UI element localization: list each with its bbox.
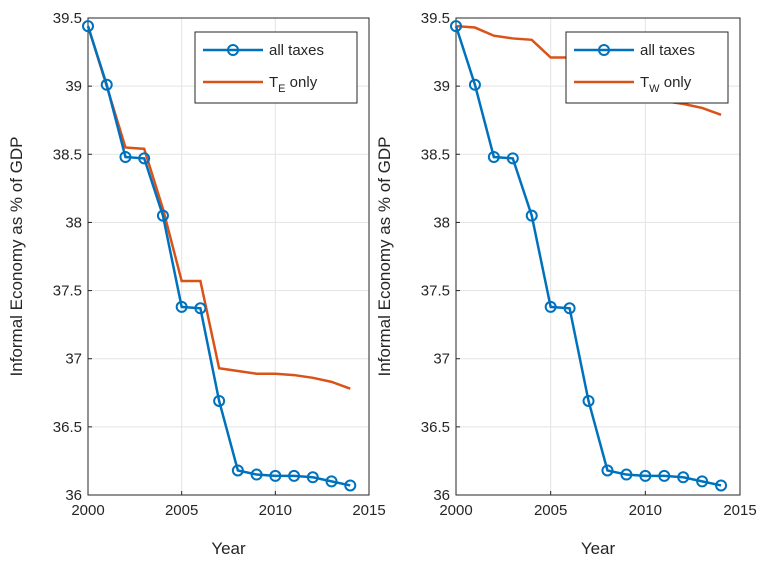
- legend-label: TW only: [640, 74, 692, 95]
- legend-box: [194, 31, 358, 104]
- y-tick-label: 37: [433, 351, 450, 368]
- data-point: [544, 300, 557, 313]
- x-tick-label: 2005: [534, 502, 567, 519]
- series-line: [86, 25, 351, 390]
- x-tick-label: 2005: [165, 502, 198, 519]
- x-axis-label: Year: [581, 539, 616, 558]
- axes-box: [87, 17, 370, 496]
- series-line: [86, 25, 351, 487]
- data-point: [231, 464, 244, 477]
- data-point: [506, 152, 519, 165]
- legend-marker: [227, 44, 239, 56]
- data-point: [468, 78, 481, 91]
- data-point: [194, 302, 207, 315]
- data-point: [100, 78, 113, 91]
- x-axis-label: Year: [211, 539, 246, 558]
- data-point: [119, 151, 132, 164]
- axes-box: [455, 17, 741, 496]
- y-tick-label: 37.5: [53, 283, 82, 300]
- y-tick-label: 37.5: [421, 283, 450, 300]
- x-tick-label: 2015: [352, 502, 385, 519]
- legend-marker: [598, 44, 610, 56]
- y-tick-label: 36.5: [53, 419, 82, 436]
- series-line: [454, 25, 722, 487]
- data-point: [450, 20, 462, 33]
- x-tick-label: 2010: [629, 502, 662, 519]
- y-axis-label: Informal Economy as % of GDP: [7, 137, 26, 377]
- data-point: [213, 394, 226, 407]
- y-tick-label: 36: [65, 487, 82, 504]
- data-point: [156, 209, 169, 222]
- data-point: [138, 152, 151, 165]
- y-axis-label: Informal Economy as % of GDP: [375, 137, 394, 377]
- legend-label: all taxes: [640, 42, 695, 59]
- y-tick-label: 39.5: [53, 10, 82, 27]
- y-tick-label: 38.5: [421, 146, 450, 163]
- legend-label: TE only: [269, 74, 318, 95]
- y-tick-label: 39: [433, 78, 450, 95]
- data-point: [620, 468, 633, 481]
- data-point: [250, 468, 263, 481]
- data-point: [582, 394, 595, 407]
- y-tick-label: 39.5: [421, 10, 450, 27]
- legend-box: [565, 31, 729, 104]
- data-point: [563, 302, 576, 315]
- y-tick-label: 38: [433, 214, 450, 231]
- data-point: [325, 475, 338, 488]
- x-tick-label: 2010: [259, 502, 292, 519]
- data-point: [82, 20, 94, 33]
- data-point: [288, 469, 301, 482]
- y-tick-label: 37: [65, 351, 82, 368]
- data-point: [601, 464, 614, 477]
- data-point: [175, 300, 188, 313]
- data-point: [487, 151, 500, 164]
- data-point: [344, 479, 357, 492]
- y-tick-label: 38: [65, 214, 82, 231]
- data-point: [525, 209, 538, 222]
- data-point: [639, 469, 652, 482]
- y-tick-label: 38.5: [53, 146, 82, 163]
- y-tick-label: 36: [433, 487, 450, 504]
- x-tick-label: 2000: [439, 502, 472, 519]
- legend-label: all taxes: [269, 42, 324, 59]
- y-tick-label: 39: [65, 78, 82, 95]
- y-tick-label: 36.5: [421, 419, 450, 436]
- data-point: [715, 479, 728, 492]
- data-point: [677, 471, 690, 484]
- x-tick-label: 2015: [723, 502, 756, 519]
- data-point: [696, 475, 709, 488]
- data-point: [658, 469, 671, 482]
- data-point: [269, 469, 282, 482]
- data-point: [306, 471, 319, 484]
- x-tick-label: 2000: [71, 502, 104, 519]
